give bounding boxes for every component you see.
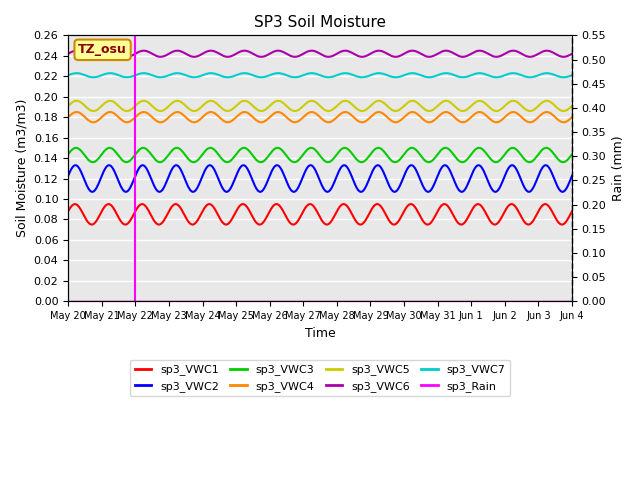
Y-axis label: Rain (mm): Rain (mm) (612, 135, 625, 201)
Legend: sp3_VWC1, sp3_VWC2, sp3_VWC3, sp3_VWC4, sp3_VWC5, sp3_VWC6, sp3_VWC7, sp3_Rain: sp3_VWC1, sp3_VWC2, sp3_VWC3, sp3_VWC4, … (130, 360, 510, 396)
Text: TZ_osu: TZ_osu (78, 43, 127, 56)
X-axis label: Time: Time (305, 326, 335, 339)
Y-axis label: Soil Moisture (m3/m3): Soil Moisture (m3/m3) (15, 99, 28, 238)
Title: SP3 Soil Moisture: SP3 Soil Moisture (254, 15, 386, 30)
